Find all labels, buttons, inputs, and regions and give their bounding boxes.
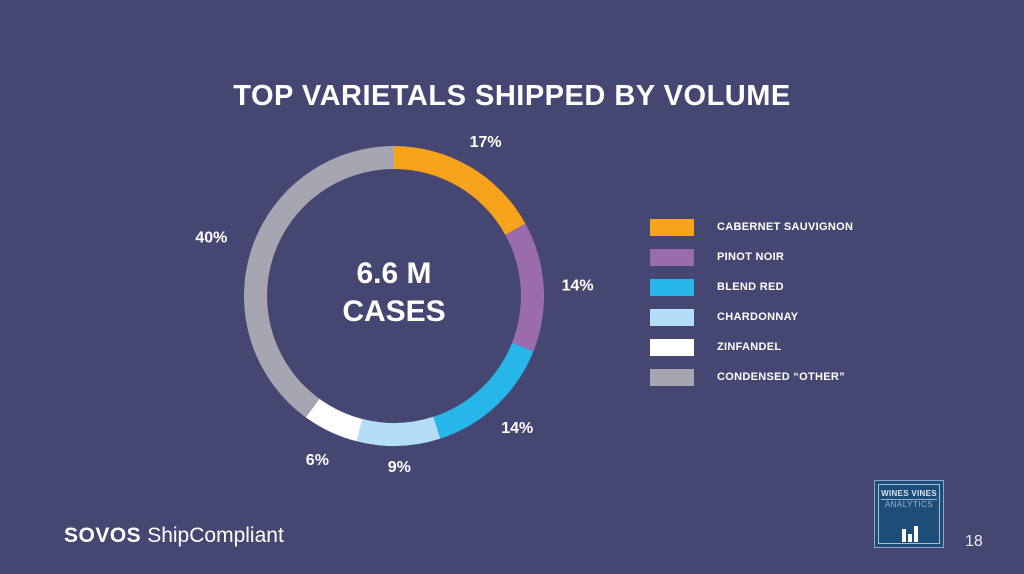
legend-label: CABERNET SAUVIGNON — [717, 221, 854, 233]
data-label: 14% — [501, 420, 533, 437]
donut-slice-5 — [244, 146, 394, 418]
legend-item: CABERNET SAUVIGNON — [650, 212, 853, 242]
legend-item: PINOT NOIR — [650, 242, 853, 272]
data-label: 17% — [470, 134, 502, 151]
bar-chart-icon — [900, 526, 920, 542]
legend-label: BLEND RED — [717, 281, 784, 293]
legend-item: BLEND RED — [650, 272, 853, 302]
legend-item: CONDENSED “OTHER” — [650, 362, 853, 392]
legend-swatch — [650, 308, 694, 326]
legend-swatch — [650, 278, 694, 296]
center-unit: CASES — [342, 295, 446, 328]
sovos-shipcompliant-logo: SOVOS ShipCompliant — [64, 524, 284, 547]
legend: CABERNET SAUVIGNON PINOT NOIR BLEND RED CHA… — [650, 212, 853, 392]
donut-slice-2 — [433, 342, 534, 439]
legend-label: CONDENSED “OTHER” — [717, 371, 845, 383]
legend-swatch — [650, 368, 694, 386]
data-label: 14% — [562, 277, 594, 294]
donut-slice-4 — [305, 398, 363, 442]
legend-label: ZINFANDEL — [717, 341, 782, 353]
legend-label: CHARDONNAY — [717, 311, 799, 323]
donut-slice-3 — [356, 416, 441, 447]
wines-vines-analytics-logo: WINES VINES ANALYTICS — [874, 480, 944, 548]
data-label: 40% — [195, 230, 227, 247]
legend-swatch — [650, 338, 694, 356]
donut-slice-0 — [394, 146, 526, 235]
center-label: 6.6 M CASES — [294, 255, 494, 331]
page-number: 18 — [965, 533, 983, 550]
donut-slice-1 — [505, 223, 545, 352]
legend-item: ZINFANDEL — [650, 332, 853, 362]
center-value: 6.6 M — [356, 257, 432, 290]
legend-item: CHARDONNAY — [650, 302, 853, 332]
legend-swatch — [650, 248, 694, 266]
chart-title: TOP VARIETALS SHIPPED BY VOLUME — [233, 80, 791, 112]
legend-swatch — [650, 218, 694, 236]
data-label: 6% — [306, 452, 329, 469]
data-label: 9% — [388, 459, 411, 476]
legend-label: PINOT NOIR — [717, 251, 785, 263]
